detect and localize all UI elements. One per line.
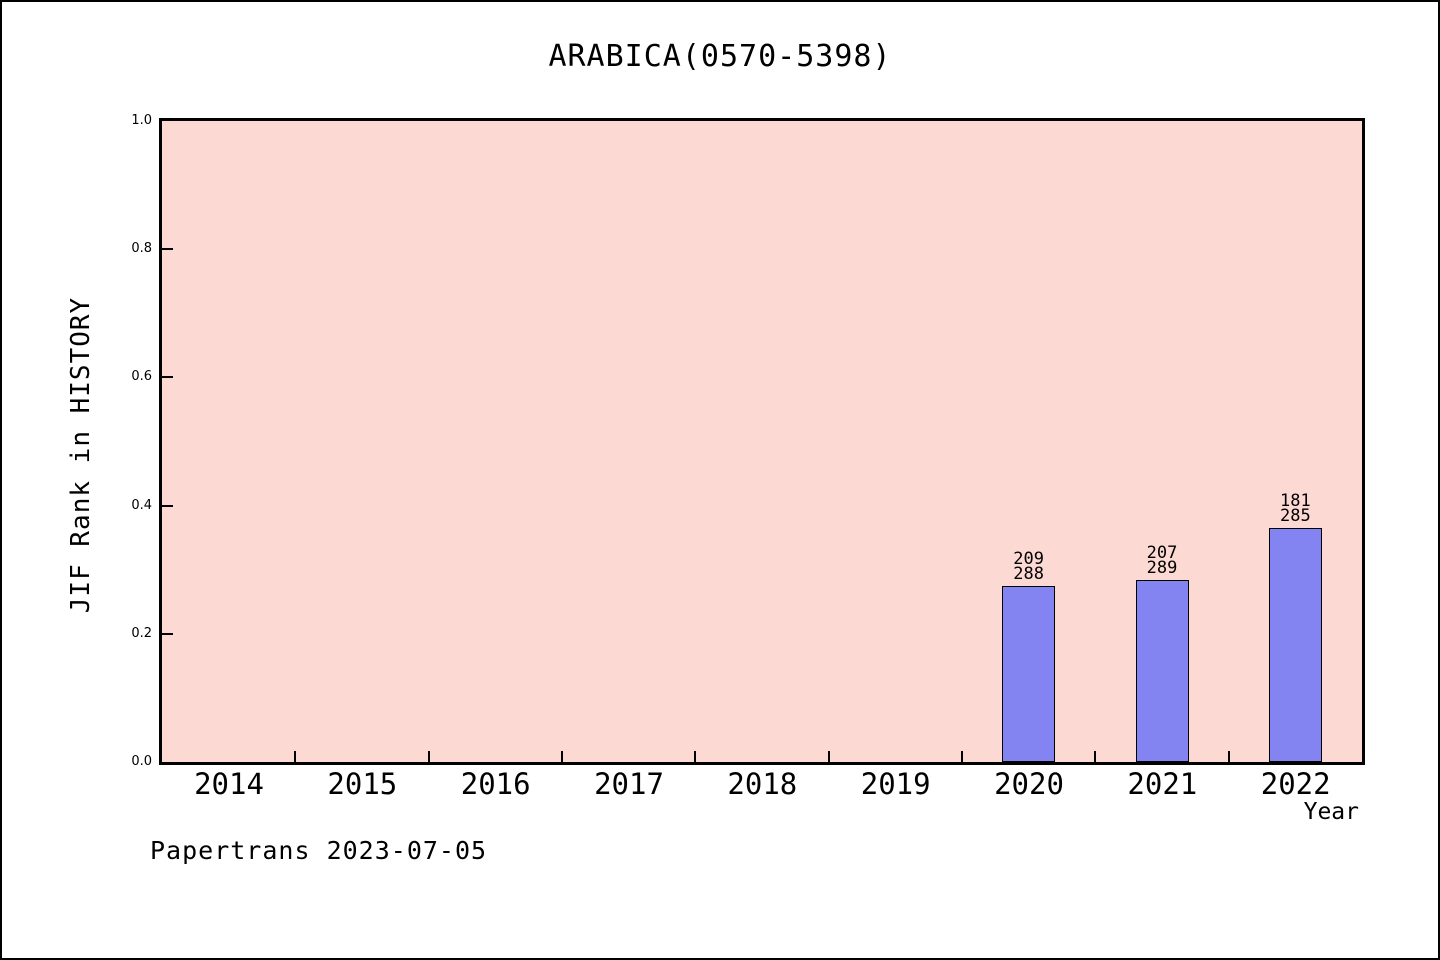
- x-tick-label: 2017: [594, 767, 664, 801]
- bar-value-label: 181 285: [1250, 491, 1340, 527]
- bar-rank-value: 207: [1146, 543, 1178, 564]
- x-tick-label: 2021: [1127, 767, 1198, 801]
- bar-rank-value: 209: [1013, 549, 1045, 570]
- y-tick-mark: [162, 504, 173, 507]
- x-tick-mark: [694, 751, 697, 762]
- y-tick-mark: [162, 248, 173, 251]
- x-tick-label: 2020: [994, 767, 1064, 801]
- bar: [1002, 586, 1056, 762]
- x-tick-mark: [827, 751, 830, 762]
- bar-value-label: 207 289: [1117, 543, 1207, 579]
- x-tick-label: 2019: [860, 767, 931, 801]
- x-tick-label: 2015: [327, 767, 398, 801]
- y-tick-label: 1.0: [131, 113, 152, 128]
- bar-total-value: 285: [1279, 506, 1311, 527]
- chart-title: ARABICA(0570-5398): [548, 39, 892, 74]
- x-tick-label: 2014: [194, 767, 264, 801]
- x-axis-title: Year: [1303, 799, 1359, 825]
- x-tick-label: 2022: [1260, 767, 1331, 801]
- x-tick-label: 2018: [727, 767, 798, 801]
- x-tick-mark: [1094, 751, 1097, 762]
- y-tick-label: 0.8: [131, 241, 152, 257]
- y-tick-label: 0.6: [131, 369, 152, 385]
- y-tick-mark: [162, 376, 173, 379]
- plot-area: 209 288 207 289 181 285: [162, 121, 1362, 762]
- y-tick-label: 0.0: [131, 754, 152, 769]
- bar: [1135, 580, 1189, 762]
- bar-total-value: 289: [1146, 558, 1178, 579]
- x-tick-mark: [1227, 751, 1230, 762]
- y-tick-label: 0.4: [131, 497, 152, 513]
- x-tick-label: 2016: [460, 767, 531, 801]
- x-tick-mark: [427, 751, 430, 762]
- watermark-text: Papertrans 2023-07-05: [150, 836, 488, 865]
- bar-value-label: 209 288: [984, 549, 1074, 585]
- x-tick-mark: [961, 751, 963, 762]
- bar-total-value: 288: [1013, 564, 1045, 585]
- x-tick-mark: [561, 751, 563, 762]
- x-tick-mark: [294, 751, 297, 762]
- bar: [1268, 528, 1322, 762]
- bar-rank-value: 181: [1279, 491, 1311, 512]
- y-tick-mark: [162, 632, 173, 635]
- y-tick-label: 0.2: [131, 625, 152, 641]
- y-axis-label: JIF Rank in HISTORY: [66, 296, 96, 614]
